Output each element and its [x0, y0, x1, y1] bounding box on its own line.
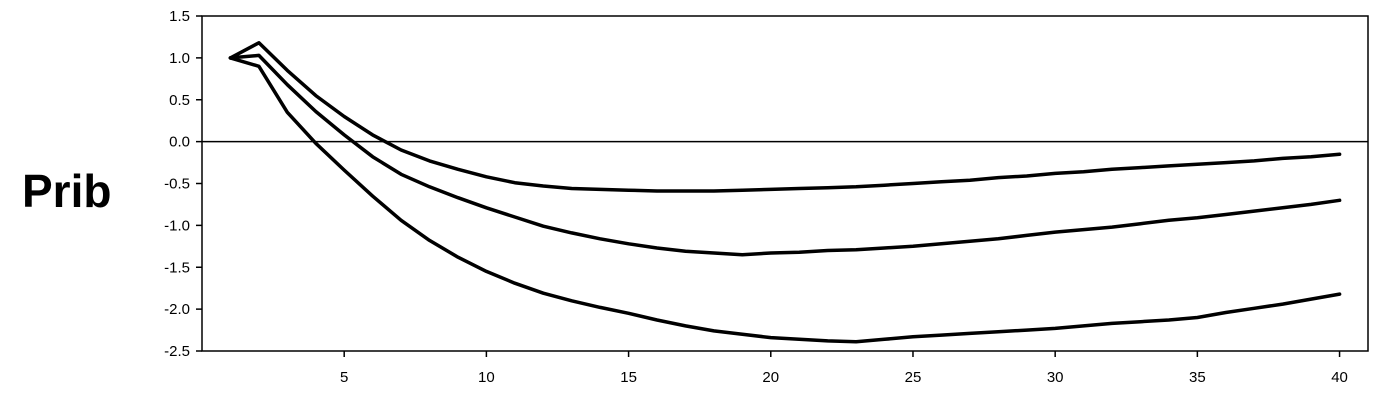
- y-tick-label: -2.5: [164, 343, 190, 360]
- y-tick-label: -0.5: [164, 176, 190, 193]
- series-line-3: [228, 56, 1342, 344]
- y-tick-label: 1.0: [169, 50, 190, 67]
- y-tick-label: 0.0: [169, 134, 190, 151]
- x-tick-label: 25: [905, 369, 922, 386]
- y-tick-label: 0.5: [169, 92, 190, 109]
- plot-frame: [201, 15, 1369, 352]
- y-tick-label: -1.0: [164, 217, 190, 234]
- x-tick-label: 35: [1189, 369, 1206, 386]
- row-label: Prib: [22, 165, 112, 217]
- y-tick-label: -1.5: [164, 259, 190, 276]
- x-tick-label: 5: [340, 369, 348, 386]
- series-line-2: [228, 53, 1342, 257]
- x-tick-label: 40: [1331, 369, 1348, 386]
- y-tick-label: -2.0: [164, 301, 190, 318]
- series-line-1: [228, 41, 1342, 193]
- x-tick-label: 30: [1047, 369, 1064, 386]
- x-tick-label: 15: [620, 369, 637, 386]
- x-tick-label: 20: [762, 369, 779, 386]
- x-tick-label: 10: [478, 369, 495, 386]
- y-tick-label: 1.5: [169, 8, 190, 25]
